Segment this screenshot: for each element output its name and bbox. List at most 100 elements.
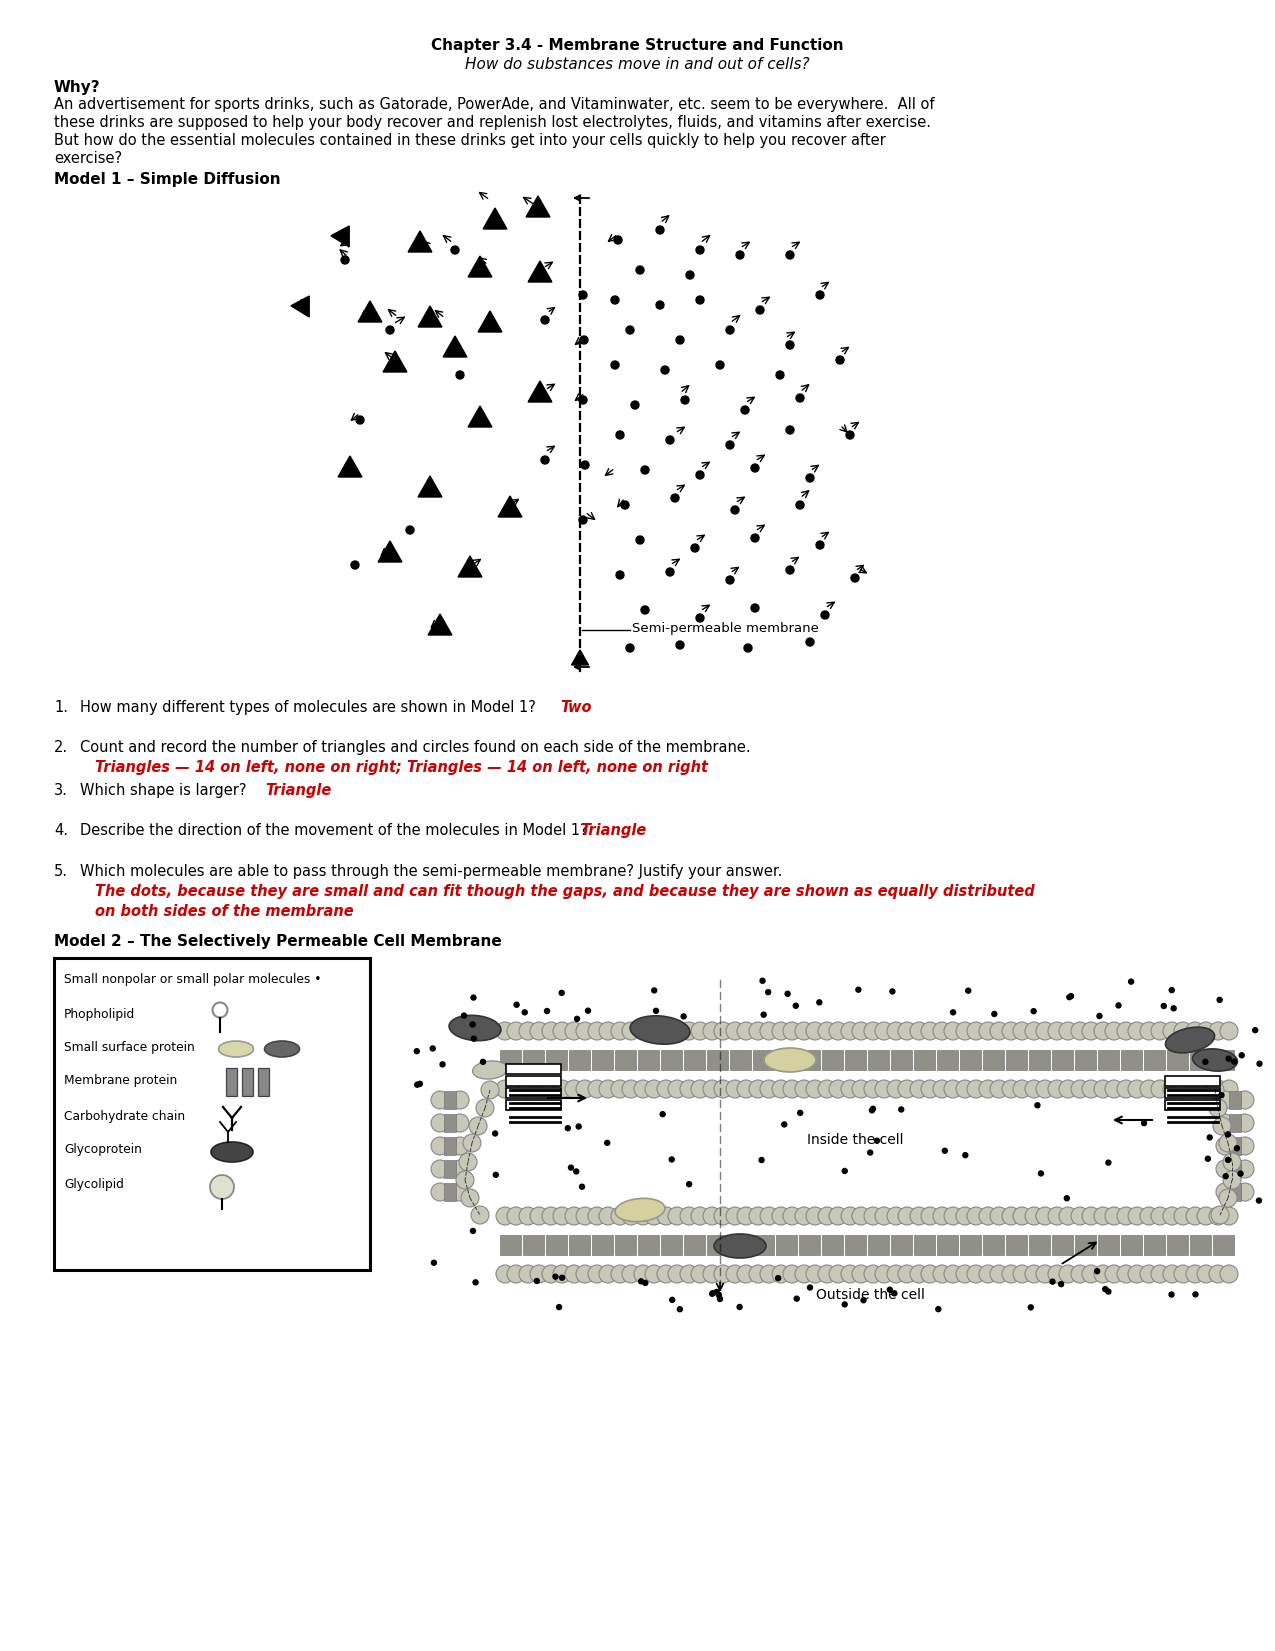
Polygon shape — [418, 475, 442, 497]
Circle shape — [1218, 997, 1223, 1002]
Circle shape — [852, 1265, 870, 1283]
Circle shape — [470, 1022, 476, 1027]
Circle shape — [542, 1080, 560, 1098]
Circle shape — [898, 1080, 915, 1098]
Circle shape — [1035, 1103, 1040, 1108]
Polygon shape — [428, 614, 451, 636]
Bar — [1167, 1050, 1188, 1070]
Circle shape — [431, 1260, 436, 1265]
Circle shape — [1051, 1280, 1054, 1284]
Bar — [1052, 1235, 1074, 1255]
Circle shape — [645, 1022, 663, 1040]
Circle shape — [681, 1014, 686, 1019]
Polygon shape — [382, 352, 407, 371]
Ellipse shape — [210, 1142, 252, 1162]
Polygon shape — [528, 381, 552, 401]
Circle shape — [714, 1080, 732, 1098]
Circle shape — [887, 1288, 892, 1293]
Circle shape — [451, 1161, 469, 1179]
Circle shape — [696, 296, 704, 304]
Circle shape — [1140, 1080, 1158, 1098]
Bar — [1121, 1235, 1142, 1255]
Circle shape — [1128, 1265, 1146, 1283]
Circle shape — [725, 1265, 745, 1283]
Circle shape — [1025, 1080, 1043, 1098]
Circle shape — [1197, 1080, 1215, 1098]
Circle shape — [852, 1080, 870, 1098]
Circle shape — [462, 1014, 467, 1019]
Circle shape — [842, 1207, 859, 1225]
Circle shape — [910, 1207, 928, 1225]
Circle shape — [806, 474, 813, 482]
Bar — [731, 1235, 751, 1255]
Bar — [822, 1235, 843, 1255]
Circle shape — [451, 1091, 469, 1109]
Circle shape — [519, 1265, 537, 1283]
Circle shape — [622, 1265, 640, 1283]
Circle shape — [611, 296, 618, 304]
Polygon shape — [571, 650, 589, 665]
Circle shape — [703, 1207, 720, 1225]
Circle shape — [933, 1265, 951, 1283]
Circle shape — [1071, 1207, 1089, 1225]
Circle shape — [714, 1207, 732, 1225]
Circle shape — [1067, 994, 1072, 1001]
Circle shape — [806, 1207, 824, 1225]
Circle shape — [544, 1009, 550, 1014]
Circle shape — [794, 1296, 799, 1301]
Polygon shape — [332, 226, 349, 248]
Text: Glycoprotein: Glycoprotein — [64, 1142, 142, 1156]
Circle shape — [829, 1265, 847, 1283]
Circle shape — [680, 1022, 697, 1040]
Circle shape — [1197, 1022, 1215, 1040]
Text: An advertisement for sports drinks, such as Gatorade, PowerAde, and Vitaminwater: An advertisement for sports drinks, such… — [54, 97, 935, 112]
Circle shape — [585, 1009, 590, 1014]
Circle shape — [1105, 1207, 1123, 1225]
Circle shape — [553, 1265, 571, 1283]
Circle shape — [668, 1265, 686, 1283]
Circle shape — [910, 1080, 928, 1098]
Circle shape — [759, 1157, 764, 1162]
Text: 2.: 2. — [54, 740, 68, 755]
Circle shape — [868, 1151, 872, 1156]
Circle shape — [1235, 1091, 1255, 1109]
Circle shape — [1140, 1207, 1158, 1225]
Circle shape — [1037, 1080, 1054, 1098]
Circle shape — [611, 1080, 629, 1098]
Circle shape — [718, 1296, 723, 1301]
Circle shape — [979, 1265, 997, 1283]
Circle shape — [798, 1111, 803, 1116]
Circle shape — [636, 266, 644, 274]
Circle shape — [956, 1265, 974, 1283]
Polygon shape — [483, 208, 507, 229]
Circle shape — [1186, 1265, 1204, 1283]
Circle shape — [1163, 1207, 1181, 1225]
Circle shape — [829, 1022, 847, 1040]
Circle shape — [1060, 1265, 1077, 1283]
Circle shape — [210, 1176, 235, 1199]
Circle shape — [576, 1022, 594, 1040]
Bar — [845, 1050, 866, 1070]
Circle shape — [1025, 1265, 1043, 1283]
Circle shape — [1103, 1286, 1108, 1291]
Text: Which molecules are able to pass through the semi-permeable membrane? Justify yo: Which molecules are able to pass through… — [80, 863, 783, 878]
Circle shape — [456, 1171, 474, 1189]
Circle shape — [676, 641, 683, 649]
Bar — [1229, 1184, 1241, 1200]
Circle shape — [1038, 1171, 1043, 1176]
Circle shape — [581, 461, 589, 469]
Circle shape — [414, 1048, 419, 1053]
Circle shape — [887, 1022, 905, 1040]
Circle shape — [1116, 1002, 1121, 1007]
Circle shape — [847, 431, 854, 439]
Circle shape — [451, 1114, 469, 1133]
Bar — [1029, 1050, 1051, 1070]
Circle shape — [1151, 1207, 1169, 1225]
Circle shape — [463, 1134, 481, 1152]
Circle shape — [710, 1291, 715, 1296]
Bar — [592, 1050, 613, 1070]
Circle shape — [1232, 1060, 1237, 1065]
Circle shape — [1065, 1195, 1070, 1200]
Circle shape — [1025, 1207, 1043, 1225]
Text: on both sides of the membrane: on both sides of the membrane — [96, 905, 353, 920]
